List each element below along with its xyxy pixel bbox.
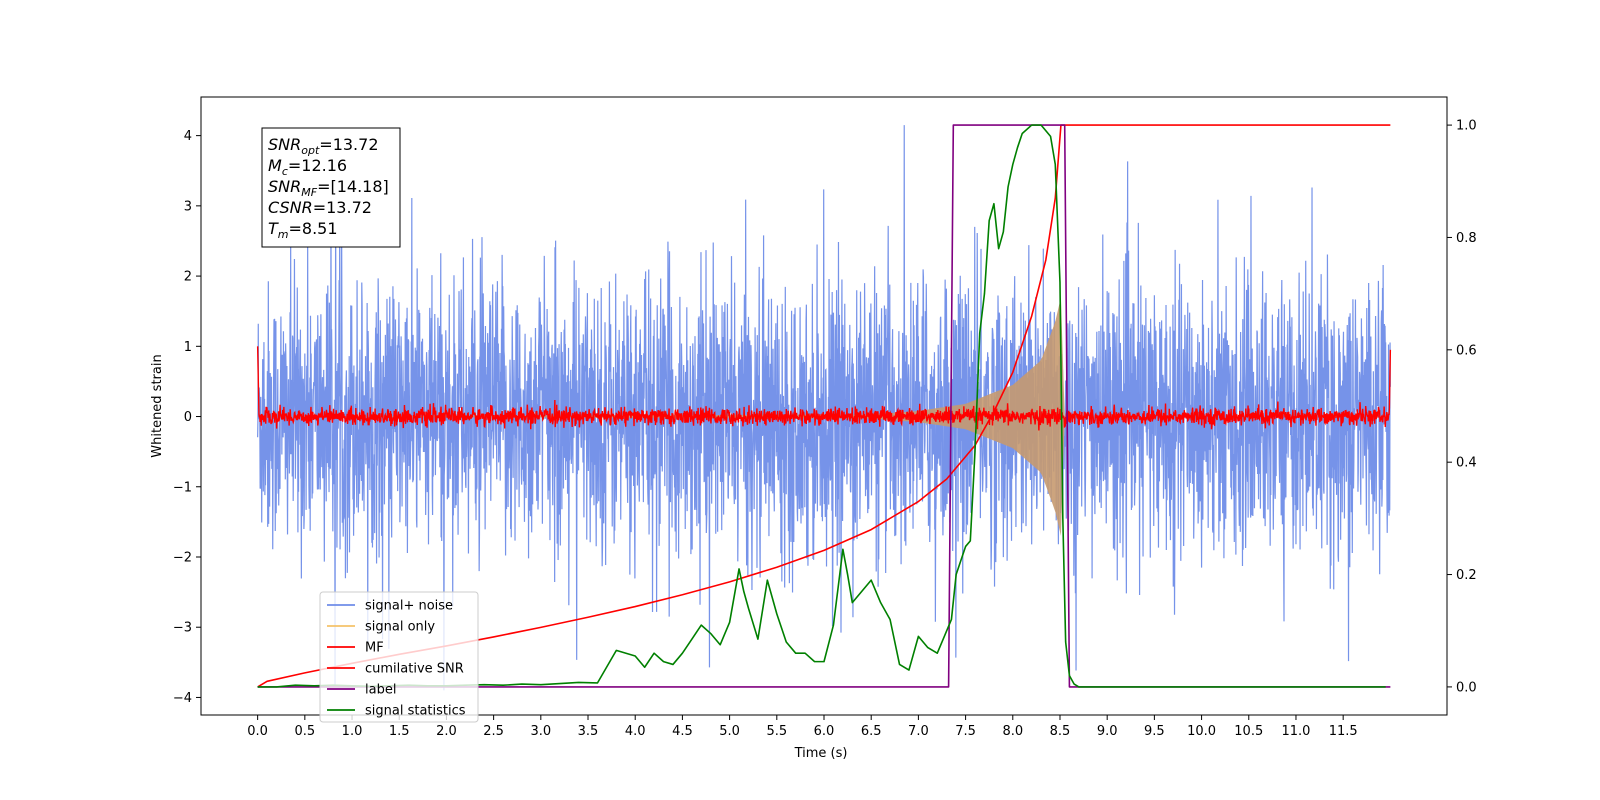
x-axis: 0.0 0.5 1.0 1.5 2.0 2.5 3.0 3.5 4.0 4.5 5.0 5.5 6.0 6… (247, 715, 1358, 739)
y-left-tick-label: −4 (173, 691, 192, 706)
x-tick-label: 3.5 (578, 724, 599, 739)
legend-label: label (365, 683, 396, 698)
series-mf-line (256, 346, 1392, 431)
y-left-tick-label: −1 (173, 480, 192, 495)
y-left-tick-label: −2 (173, 550, 192, 565)
x-tick-label: 11.0 (1281, 724, 1310, 739)
y-left-tick-label: 4 (184, 129, 192, 144)
x-tick-label: 1.5 (389, 724, 410, 739)
y-axis-label: Whitened strain (150, 354, 165, 457)
x-tick-label: 4.5 (672, 724, 693, 739)
x-tick-label: 11.5 (1329, 724, 1358, 739)
annotation-frame (261, 127, 401, 248)
y-right-tick-label: 1.0 (1456, 119, 1477, 134)
x-tick-label: 6.5 (861, 724, 882, 739)
x-tick-label: 3.0 (530, 724, 551, 739)
x-tick-label: 10.5 (1234, 724, 1263, 739)
x-tick-label: 2.0 (436, 724, 457, 739)
y-right-tick-label: 0.0 (1456, 680, 1477, 695)
y-left-tick-label: 0 (184, 410, 192, 425)
x-tick-label: 9.5 (1144, 724, 1165, 739)
y-right-tick-label: 0.4 (1456, 456, 1477, 471)
y-right-tick-label: 0.2 (1456, 568, 1477, 583)
annotation-line: Tm=8.51 (268, 219, 338, 241)
x-tick-label: 0.0 (247, 724, 268, 739)
x-tick-label: 2.5 (483, 724, 504, 739)
x-tick-label: 7.5 (955, 724, 976, 739)
y-left-tick-label: 3 (184, 199, 192, 214)
x-tick-label: 1.0 (342, 724, 363, 739)
x-tick-label: 7.0 (908, 724, 929, 739)
x-tick-label: 10.0 (1187, 724, 1216, 739)
x-tick-label: 6.0 (814, 724, 835, 739)
x-tick-label: 0.5 (294, 724, 315, 739)
plot-area (256, 124, 1392, 691)
y-left-tick-label: −3 (173, 621, 192, 636)
annotation-line: SNRopt=13.72 (268, 135, 379, 157)
legend: signal+ noise signal only MF cumilative SNR… (319, 591, 479, 723)
x-tick-label: 4.0 (625, 724, 646, 739)
legend-label: signal+ noise (365, 599, 453, 614)
legend-frame (319, 591, 479, 723)
annotation-line: SNRMF=[14.18] (268, 177, 389, 199)
y-left-tick-label: 2 (184, 270, 192, 285)
x-axis-label: Time (s) (794, 746, 848, 761)
annotation-box: SNRopt=13.72Mc=12.16SNRMF=[14.18]CSNR=13… (261, 127, 401, 248)
y-axis-left: 4 3 2 1 0 −1 −2 −3 −4 (173, 129, 201, 706)
annotation-line: CSNR=13.72 (268, 198, 372, 217)
annotation-line: Mc=12.16 (268, 156, 347, 178)
x-tick-label: 9.0 (1097, 724, 1118, 739)
y-right-tick-label: 0.8 (1456, 231, 1477, 246)
y-axis-right: 1.0 0.8 0.6 0.4 0.2 0.0 (1447, 119, 1477, 695)
y-left-tick-label: 1 (184, 340, 192, 355)
legend-label: cumilative SNR (365, 662, 464, 677)
legend-label: MF (365, 641, 384, 656)
series-signal-statistics-line (257, 124, 1386, 688)
series-signal-only-fill (257, 297, 1061, 536)
legend-label: signal only (365, 620, 435, 635)
legend-label: signal statistics (365, 704, 466, 719)
y-right-tick-label: 0.6 (1456, 343, 1477, 358)
x-tick-label: 8.5 (1050, 724, 1071, 739)
x-tick-label: 5.5 (766, 724, 787, 739)
x-tick-label: 5.0 (719, 724, 740, 739)
x-tick-label: 8.0 (1002, 724, 1023, 739)
